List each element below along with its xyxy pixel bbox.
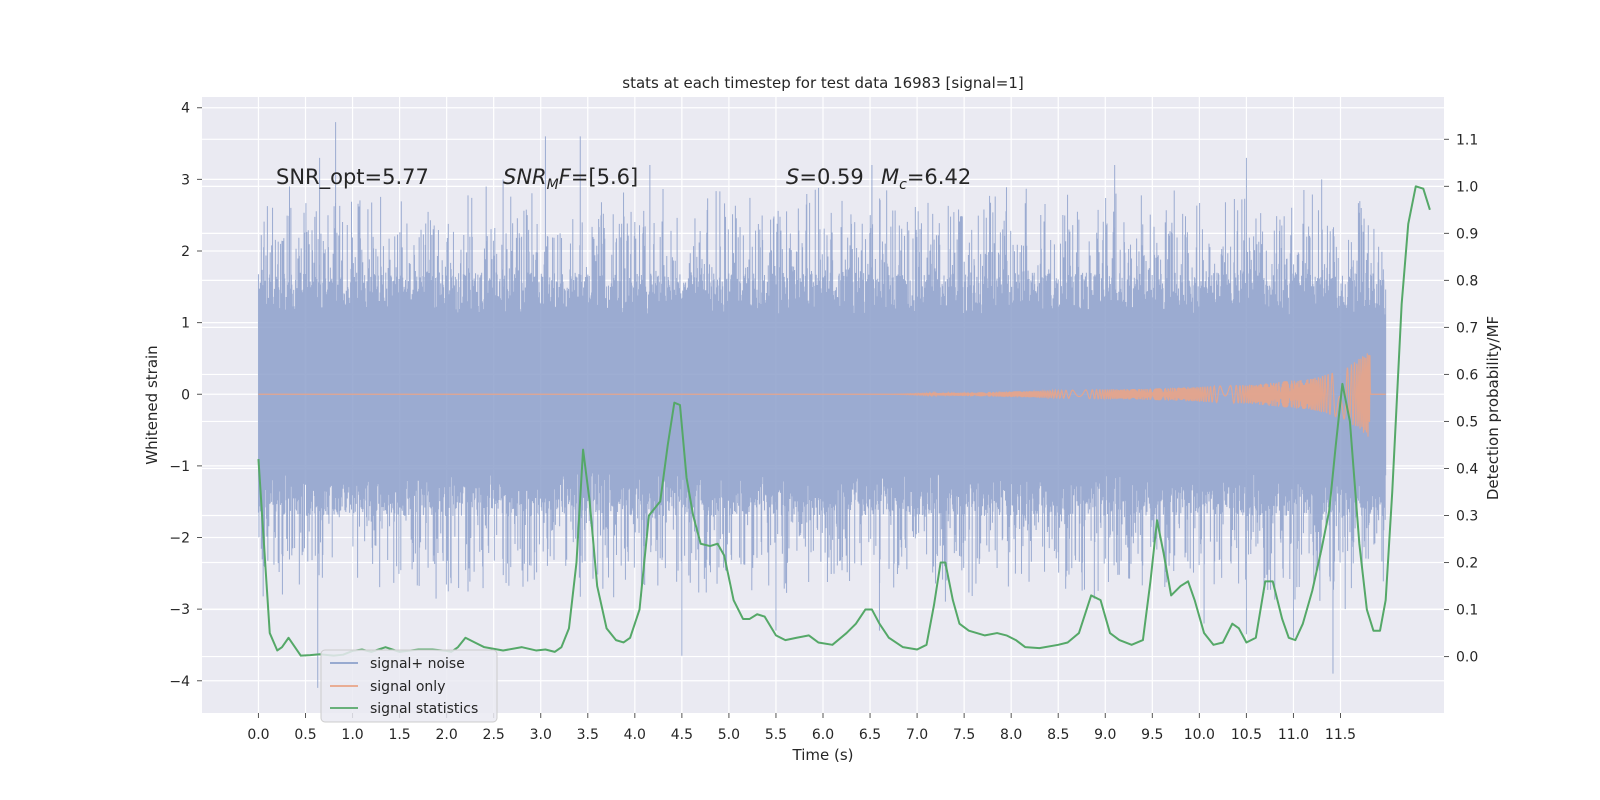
annotations: SNR_opt=5.77 SNRMF=[5.6] S=0.59 Mc=6.42	[276, 165, 971, 193]
y2-tick-label: 0.7	[1456, 320, 1478, 336]
series-signal-statistics	[257, 185, 1431, 657]
y-tick-label: −2	[169, 531, 190, 547]
x-tick-label: 9.5	[1141, 727, 1163, 743]
legend: signal+ noise signal only signal statist…	[320, 649, 498, 723]
annotation-s-symbol: S	[786, 165, 799, 189]
chart-title: stats at each timestep for test data 169…	[622, 74, 1023, 92]
x-tick-label: 1.5	[388, 727, 410, 743]
series-signal-only	[258, 353, 1386, 437]
annotation-snr-mf: SNRMF=[5.6]	[503, 165, 638, 193]
x-tick-label: 3.5	[577, 727, 599, 743]
x-tick-label: 9.0	[1094, 727, 1116, 743]
x-tick-label: 2.0	[436, 727, 458, 743]
x-tick-label: 6.5	[859, 727, 881, 743]
y-tick-label: −3	[169, 602, 190, 618]
y2-tick-label: 1.1	[1456, 132, 1478, 148]
legend-label-signal-statistics: signal statistics	[370, 701, 478, 717]
annotation-s: S=0.59	[786, 165, 864, 189]
y-axis-label: Whitened strain	[143, 345, 161, 464]
y2-tick-label: 0.9	[1456, 226, 1478, 242]
annotation-snr-mf-main: SNR	[503, 165, 547, 189]
annotation-mc-symbol: M	[881, 165, 899, 189]
x-tick-label: 0.5	[294, 727, 316, 743]
x-tick-label: 6.0	[812, 727, 834, 743]
y-tick-label: 4	[181, 101, 190, 117]
x-tick-label: 11.0	[1278, 727, 1309, 743]
annotation-mc-sub: c	[899, 177, 907, 193]
y2-axis-label: Detection probability/MF	[1484, 316, 1502, 500]
y-tick-label: −4	[169, 674, 190, 690]
x-axis-ticks: 0.0 0.5 1.0 1.5 2.0 2.5 3.0 3.5 4.0 4.5 5.0 5.5 6.0 6…	[247, 713, 1356, 743]
x-tick-label: 3.0	[530, 727, 552, 743]
y2-tick-label: 0.5	[1456, 414, 1478, 430]
legend-label-signal-only: signal only	[370, 679, 445, 695]
y2-tick-label: 0.4	[1456, 461, 1478, 477]
y-tick-label: 3	[181, 172, 190, 188]
x-tick-label: 5.0	[718, 727, 740, 743]
annotation-snr-mf-value: =[5.6]	[571, 165, 638, 189]
y2-axis-ticks: 0.0 0.1 0.2 0.3 0.4 0.5 0.6 0.7 0.8 0.9 1.0 1.1	[1444, 132, 1478, 666]
x-tick-label: 8.5	[1047, 727, 1069, 743]
x-tick-label: 10.0	[1184, 727, 1215, 743]
y2-tick-label: 0.1	[1456, 603, 1478, 619]
annotation-mc: Mc=6.42	[881, 165, 971, 193]
y2-tick-label: 0.8	[1456, 273, 1478, 289]
annotation-mc-value: =6.42	[907, 165, 971, 189]
y2-tick-label: 0.2	[1456, 556, 1478, 572]
x-tick-label: 8.0	[1000, 727, 1022, 743]
x-tick-label: 7.0	[906, 727, 928, 743]
x-tick-label: 4.5	[671, 727, 693, 743]
legend-box	[320, 649, 498, 723]
x-tick-label: 10.5	[1231, 727, 1262, 743]
x-axis-label: Time (s)	[792, 746, 854, 764]
y-tick-label: 1	[181, 316, 190, 332]
y-axis-ticks: −4 −3 −2 −1 0 1 2 3 4	[169, 101, 202, 690]
x-tick-label: 0.0	[247, 727, 269, 743]
y2-tick-label: 0.3	[1456, 509, 1478, 525]
x-tick-label: 5.5	[765, 727, 787, 743]
y2-tick-label: 0.0	[1456, 650, 1478, 666]
y-tick-label: −1	[169, 459, 190, 475]
annotation-snr-mf-sub: M	[547, 177, 559, 193]
x-tick-label: 7.5	[953, 727, 975, 743]
y-tick-label: 2	[181, 244, 190, 260]
annotation-snr-mf-italic: F	[559, 165, 572, 189]
x-tick-label: 4.0	[624, 727, 646, 743]
legend-label-signal-noise: signal+ noise	[370, 656, 465, 672]
y-tick-label: 0	[181, 387, 190, 403]
y2-tick-label: 1.0	[1456, 179, 1478, 195]
x-tick-label: 2.5	[483, 727, 505, 743]
series-layer	[257, 122, 1431, 688]
annotation-snr-opt: SNR_opt=5.77	[276, 165, 429, 190]
annotation-s-value: =0.59	[799, 165, 863, 189]
x-tick-label: 1.0	[341, 727, 363, 743]
y2-tick-label: 0.6	[1456, 367, 1478, 383]
x-tick-label: 11.5	[1325, 727, 1356, 743]
